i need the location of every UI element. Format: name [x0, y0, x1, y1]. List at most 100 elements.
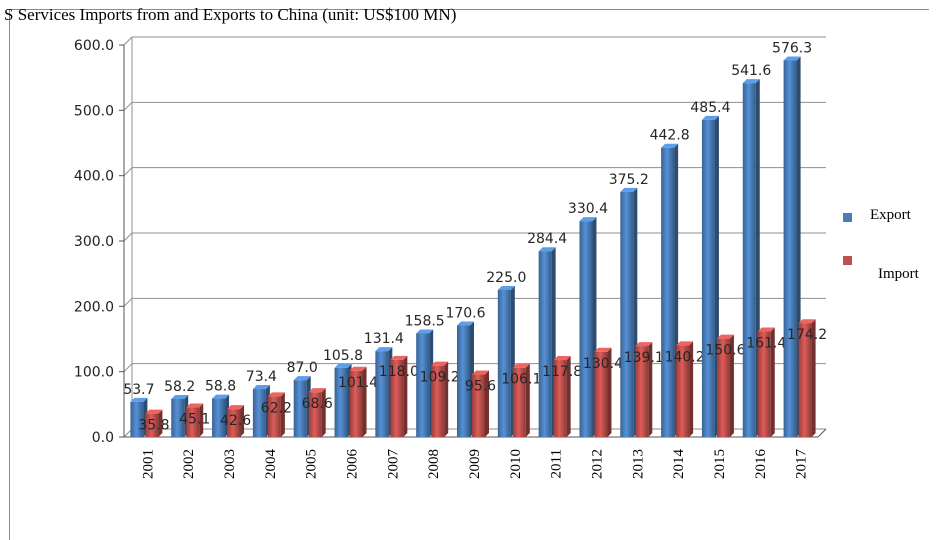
- import-data-label: 118.0: [379, 364, 419, 380]
- bar-top: [497, 286, 515, 290]
- chart-title: S Services Imports from and Exports to C…: [4, 5, 457, 24]
- grid-depth-line: [123, 297, 133, 307]
- grid-depth-line: [123, 232, 133, 242]
- x-tick-label: 2006: [345, 449, 361, 480]
- y-tick-label: 500.0: [74, 103, 114, 119]
- x-tick-label: 2013: [630, 449, 646, 479]
- x-tick-label: 2010: [508, 449, 524, 479]
- bar-side: [321, 388, 326, 437]
- export-data-label: 225.0: [486, 270, 526, 286]
- import-data-label: 150.6: [705, 343, 745, 359]
- export-bar: [661, 147, 675, 438]
- import-bar: [431, 365, 445, 437]
- export-bar: [742, 83, 756, 437]
- import-bar: [308, 392, 322, 437]
- import-data-label: 130.4: [583, 356, 623, 372]
- import-data-label: 101.4: [338, 375, 378, 391]
- import-bar: [186, 407, 200, 437]
- import-data-label: 45.1: [179, 412, 210, 428]
- bar-top: [293, 376, 311, 381]
- import-data-label: 62.2: [261, 400, 292, 416]
- bar-top: [252, 385, 270, 390]
- bar-side: [280, 392, 285, 437]
- legend-label-export: Export: [870, 207, 912, 223]
- export-data-label: 375.2: [609, 172, 649, 188]
- bar-top: [227, 405, 245, 410]
- bar-side: [444, 361, 449, 437]
- y-tick-label: 200.0: [74, 299, 114, 315]
- bar-side: [240, 405, 245, 437]
- export-data-label: 576.3: [772, 40, 812, 56]
- legend-swatch-export: [843, 213, 852, 222]
- bar-top: [512, 363, 530, 368]
- import-bar: [553, 360, 567, 437]
- bar-side: [607, 347, 612, 437]
- import-bar: [267, 396, 281, 437]
- export-data-label: 58.8: [205, 379, 236, 395]
- legend-label-import: Import: [878, 266, 920, 282]
- bar-side: [403, 355, 408, 437]
- import-bar: [635, 346, 649, 437]
- import-bar: [594, 351, 608, 437]
- export-bar: [620, 191, 634, 437]
- bar-top: [390, 355, 408, 360]
- import-bar: [227, 409, 241, 437]
- x-tick-label: 2008: [426, 449, 442, 479]
- bar-top: [212, 394, 230, 399]
- x-tick-label: 2003: [222, 449, 238, 479]
- import-bar: [349, 370, 363, 437]
- y-tick-label: 0.0: [92, 430, 114, 446]
- export-data-label: 58.2: [164, 379, 195, 395]
- export-data-label: 87.0: [287, 360, 318, 376]
- x-tick-label: 2009: [467, 449, 483, 479]
- bar-top: [349, 366, 367, 371]
- bar-side: [729, 334, 734, 437]
- bar-top: [783, 56, 801, 61]
- bar-top: [130, 397, 148, 402]
- bar-top: [676, 341, 694, 346]
- import-data-label: 95.6: [465, 379, 496, 395]
- export-data-label: 330.4: [568, 201, 608, 217]
- bar-top: [579, 217, 597, 222]
- bar-top: [334, 363, 352, 368]
- x-tick-label: 2012: [589, 449, 605, 479]
- bar-side: [648, 342, 653, 437]
- export-data-label: 284.4: [527, 231, 567, 247]
- bar-side: [485, 370, 489, 437]
- grid-depth-line: [123, 36, 133, 46]
- import-data-label: 42.6: [220, 413, 251, 429]
- export-bar: [416, 333, 430, 437]
- bar-side: [362, 366, 367, 437]
- export-data-label: 105.8: [323, 348, 363, 364]
- bar-side: [158, 409, 163, 437]
- bar-top: [620, 187, 638, 192]
- grid-depth-line: [123, 167, 133, 177]
- bar-top: [538, 247, 556, 252]
- bar-top: [267, 392, 285, 397]
- bar-top: [757, 327, 775, 332]
- x-tick-label: 2005: [304, 449, 320, 479]
- export-data-label: 53.7: [123, 382, 154, 398]
- x-tick-label: 2001: [140, 449, 156, 479]
- export-bar: [252, 389, 266, 437]
- export-data-label: 485.4: [690, 100, 730, 116]
- export-bar: [579, 221, 593, 437]
- chart-frame: S Services Imports from and Exports to C…: [4, 5, 929, 540]
- import-bar: [676, 345, 690, 437]
- bar-top: [716, 334, 734, 339]
- grid-depth-line: [123, 363, 133, 373]
- x-tick-label: 2016: [753, 449, 769, 480]
- bar-top: [661, 143, 679, 148]
- x-tick-label: 2011: [549, 449, 565, 478]
- import-bar: [512, 367, 526, 437]
- x-tick-label: 2017: [794, 449, 810, 480]
- export-bar: [171, 398, 185, 437]
- export-bar: [538, 251, 552, 437]
- import-data-label: 109.2: [420, 370, 460, 386]
- import-data-label: 174.2: [787, 327, 827, 343]
- bar-side: [811, 319, 816, 437]
- bar-top: [145, 409, 163, 414]
- bar-top: [171, 394, 189, 399]
